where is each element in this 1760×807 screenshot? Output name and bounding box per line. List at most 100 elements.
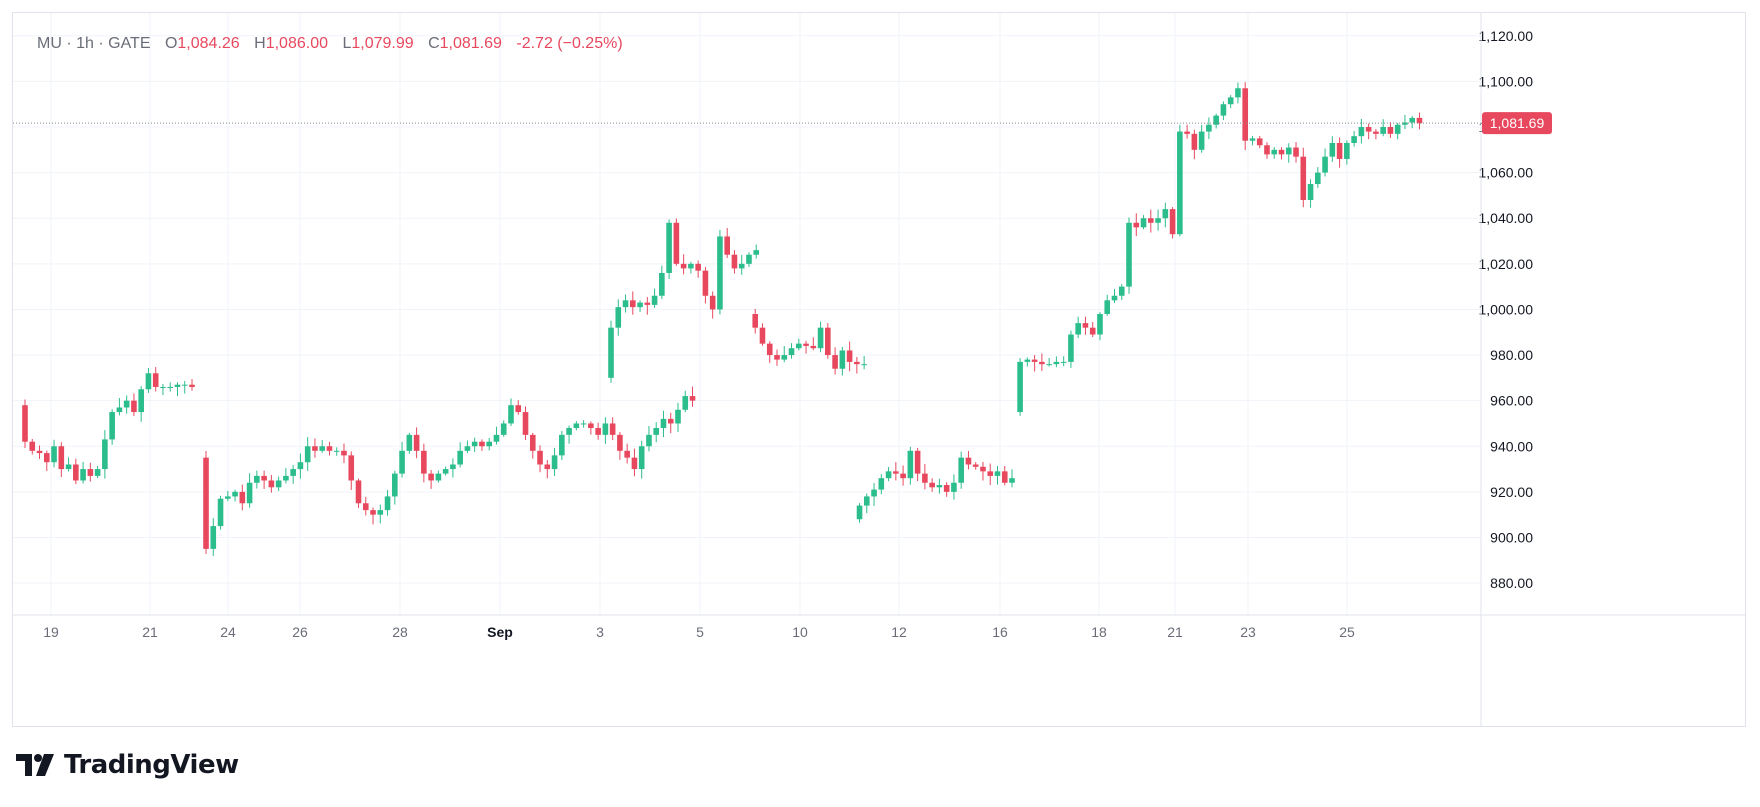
candle-up[interactable]	[167, 386, 174, 388]
candle-up[interactable]	[1307, 184, 1314, 200]
candle-up[interactable]	[958, 457, 964, 483]
candle-up[interactable]	[638, 446, 645, 470]
candle-down[interactable]	[943, 485, 950, 492]
candle-up[interactable]	[1060, 361, 1067, 363]
candle-down[interactable]	[1039, 361, 1045, 365]
candle-down[interactable]	[268, 480, 275, 488]
candle-up[interactable]	[442, 469, 449, 474]
candle-up[interactable]	[781, 355, 788, 360]
candle-up[interactable]	[508, 405, 514, 424]
candle-down[interactable]	[766, 343, 773, 356]
candle-up[interactable]	[602, 423, 609, 435]
candle-up[interactable]	[145, 373, 152, 390]
candle-up[interactable]	[936, 485, 943, 488]
candle-up[interactable]	[1409, 117, 1416, 123]
candle-up[interactable]	[566, 428, 572, 435]
candle-up[interactable]	[246, 482, 253, 504]
candle-up[interactable]	[1235, 88, 1241, 98]
candle-up[interactable]	[283, 475, 289, 481]
candle-up[interactable]	[839, 350, 846, 369]
candle-up[interactable]	[392, 473, 398, 497]
candle-down[interactable]	[544, 464, 551, 470]
candle-down[interactable]	[774, 355, 780, 360]
candle-down[interactable]	[1031, 359, 1038, 362]
candle-down[interactable]	[609, 423, 616, 435]
candle-down[interactable]	[965, 457, 972, 465]
candle-down[interactable]	[355, 480, 362, 504]
candle-up[interactable]	[102, 439, 108, 470]
candle-down[interactable]	[759, 327, 766, 344]
candle-up[interactable]	[486, 441, 493, 447]
candle-up[interactable]	[1213, 115, 1219, 125]
candle-up[interactable]	[1046, 364, 1052, 366]
candle-down[interactable]	[362, 503, 369, 511]
candle-up[interactable]	[1068, 334, 1074, 362]
candle-up[interactable]	[1402, 122, 1408, 125]
candle-up[interactable]	[65, 464, 72, 470]
candle-up[interactable]	[682, 396, 689, 410]
candle-up[interactable]	[856, 505, 863, 520]
candle-up[interactable]	[80, 469, 86, 481]
candle-up[interactable]	[580, 423, 587, 425]
candle-up[interactable]	[551, 455, 558, 470]
candle-down[interactable]	[152, 373, 159, 387]
candle-up[interactable]	[333, 450, 340, 452]
candle-up[interactable]	[1024, 359, 1031, 362]
candle-down[interactable]	[922, 473, 928, 483]
candle-down[interactable]	[695, 263, 701, 271]
candle-down[interactable]	[803, 343, 809, 346]
candle-up[interactable]	[907, 450, 914, 479]
candle-down[interactable]	[1373, 131, 1379, 134]
candle-down[interactable]	[428, 473, 434, 481]
candle-down[interactable]	[689, 396, 696, 401]
candle-down[interactable]	[667, 418, 674, 424]
candle-up[interactable]	[51, 446, 57, 463]
candle-down[interactable]	[810, 345, 817, 349]
candle-down[interactable]	[629, 300, 636, 308]
candle-down[interactable]	[29, 441, 36, 451]
candle-down[interactable]	[929, 482, 935, 488]
candle-down[interactable]	[515, 405, 522, 413]
candle-up[interactable]	[1285, 147, 1292, 155]
candle-up[interactable]	[1140, 218, 1147, 228]
candle-up[interactable]	[861, 364, 867, 366]
candle-down[interactable]	[239, 491, 246, 504]
candle-up[interactable]	[1380, 127, 1386, 134]
candle-down[interactable]	[854, 361, 860, 365]
candle-down[interactable]	[421, 450, 427, 474]
candle-down[interactable]	[479, 441, 485, 447]
candle-down[interactable]	[1089, 327, 1096, 335]
candle-up[interactable]	[651, 295, 658, 305]
candle-down[interactable]	[413, 434, 420, 451]
candle-up[interactable]	[795, 343, 802, 349]
candle-down[interactable]	[1293, 147, 1299, 157]
candle-up[interactable]	[994, 471, 1001, 476]
candle-down[interactable]	[846, 350, 853, 362]
candle-up[interactable]	[464, 446, 471, 451]
candle-up[interactable]	[1227, 97, 1234, 105]
candle-down[interactable]	[987, 471, 994, 476]
candle-down[interactable]	[1336, 142, 1343, 159]
candle-up[interactable]	[885, 471, 892, 479]
candle-up[interactable]	[878, 478, 885, 490]
candle-up[interactable]	[1009, 478, 1015, 483]
candlestick-chart[interactable]: 880.00 900.00 920.00 940.00 960.00 980.00 1,00…	[13, 13, 1745, 726]
candle-up[interactable]	[500, 423, 507, 435]
candle-up[interactable]	[1358, 127, 1365, 137]
candle-down[interactable]	[87, 469, 94, 476]
candle-up[interactable]	[637, 302, 643, 308]
candle-down[interactable]	[832, 355, 838, 369]
candle-up[interactable]	[1315, 172, 1321, 185]
candle-down[interactable]	[1001, 471, 1008, 483]
candle-up[interactable]	[123, 400, 130, 408]
candle-down[interactable]	[341, 450, 347, 456]
candle-down[interactable]	[893, 471, 899, 474]
candle-up[interactable]	[1097, 314, 1103, 335]
candle-down[interactable]	[312, 446, 318, 451]
candle-up[interactable]	[1053, 361, 1060, 365]
candle-down[interactable]	[73, 464, 79, 481]
candle-up[interactable]	[646, 434, 652, 447]
candle-down[interactable]	[1300, 156, 1307, 200]
candle-up[interactable]	[1271, 149, 1278, 155]
candle-down[interactable]	[972, 464, 979, 467]
